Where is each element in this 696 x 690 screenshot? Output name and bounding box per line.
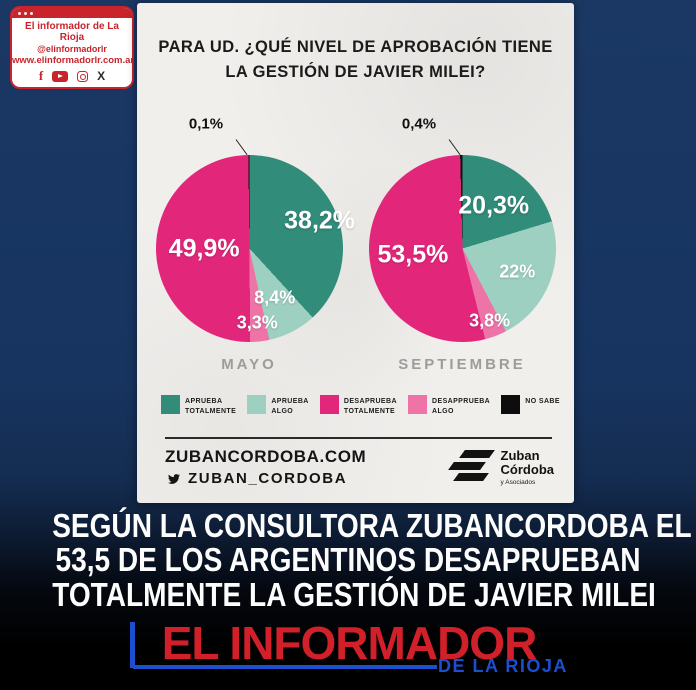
logo-text-line2: Córdoba xyxy=(500,462,554,478)
logo-bar xyxy=(452,473,489,482)
headline: SEGÚN LA CONSULTORA ZUBANCORDOBA EL 53,5… xyxy=(0,507,696,613)
pie-block-septiembre: 20,3% 22% 53,5% 3,8% 0,4% SEPTIEMBRE xyxy=(368,116,556,373)
chart-title: PARA UD. ¿QUÉ NIVEL DE APROBACIÓN TIENE … xyxy=(137,35,574,85)
legend-item: DESAPPRUEBA ALGO xyxy=(408,395,490,417)
brand-left-bar xyxy=(130,622,135,668)
logo-text-line1: Zuban xyxy=(500,448,540,463)
pie-value-label: 38,2% xyxy=(284,206,356,235)
pie-value-label: 49,9% xyxy=(168,234,240,263)
pie-value-label: 3,8% xyxy=(469,310,511,331)
poll-chart-card: PARA UD. ¿QUÉ NIVEL DE APROBACIÓN TIENE … xyxy=(137,3,574,503)
pie-chart-septiembre: 20,3% 22% 53,5% 3,8% 0,4% xyxy=(368,116,556,342)
dot-icon xyxy=(24,11,27,15)
pie-chart-mayo: 38,2% 8,4% 49,9% 3,3% 0,1% xyxy=(155,116,355,342)
legend-label: NO SABE xyxy=(525,398,560,405)
headline-line2: 53,5 DE LOS ARGENTINOS DESAPRUEBAN xyxy=(55,541,641,579)
chart-source-footer: ZUBANCORDOBA.COM ZUBAN_CORDOBA Zuban Cór… xyxy=(165,447,554,487)
zuban-logo-bars-icon xyxy=(447,450,495,485)
legend-label: APRUEBA TOTALMENTE xyxy=(185,398,237,416)
legend-item: NO SABE xyxy=(501,395,560,414)
source-links: ZUBANCORDOBA.COM ZUBAN_CORDOBA xyxy=(165,447,366,487)
pie-value-label-no-sabe: 0,1% xyxy=(188,115,224,133)
instagram-icon xyxy=(77,70,89,82)
legend-item: APRUEBA ALGO xyxy=(247,395,308,417)
legend-swatch xyxy=(161,395,180,414)
legend-label: DESAPRUEBA TOTALMENTE xyxy=(343,398,397,416)
chart-legend: APRUEBA TOTALMENTE APRUEBA ALGO DESAPRUEBA TO… xyxy=(161,395,560,417)
pie-month-label: MAYO xyxy=(221,356,277,373)
footer-divider xyxy=(165,437,552,439)
legend-swatch xyxy=(501,395,521,414)
zuban-cordoba-logo: Zuban Córdoba y Asociados xyxy=(447,448,554,486)
chart-title-line1: PARA UD. ¿QUÉ NIVEL DE APROBACIÓN TIENE xyxy=(158,38,553,56)
facebook-icon: f xyxy=(38,68,44,83)
headline-line3: TOTALMENTE LA GESTIÓN DE JAVIER MILEI xyxy=(52,575,656,613)
legend-label: APRUEBA ALGO xyxy=(271,398,309,416)
pie-value-label-no-sabe: 0,4% xyxy=(401,115,437,133)
x-twitter-icon: X xyxy=(97,69,106,83)
pie-value-label: 8,4% xyxy=(254,287,296,308)
source-twitter-handle: ZUBAN_CORDOBA xyxy=(188,470,348,487)
headline-line1: SEGÚN LA CONSULTORA ZUBANCORDOBA EL xyxy=(52,507,692,544)
source-twitter: ZUBAN_CORDOBA xyxy=(165,470,366,487)
publisher-name: El informador de La Rioja xyxy=(25,21,119,43)
dot-icon xyxy=(30,11,33,15)
legend-item: APRUEBA TOTALMENTE xyxy=(161,395,236,417)
dot-icon xyxy=(18,11,21,15)
chart-title-line2: LA GESTIÓN DE JAVIER MILEI? xyxy=(225,62,486,81)
pie-value-label: 3,3% xyxy=(236,312,278,333)
pie-value-label: 20,3% xyxy=(458,191,530,220)
callout-line xyxy=(448,139,461,156)
brand-subtitle: DE LA RIOJA xyxy=(438,656,568,676)
twitter-bird-icon xyxy=(168,473,180,484)
pie-month-label: SEPTIEMBRE xyxy=(398,356,526,373)
social-icons-row: f X xyxy=(12,68,132,83)
brand-footer: EL INFORMADOR DE LA RIOJA xyxy=(0,610,696,690)
brand-underline-bar xyxy=(133,665,437,669)
legend-swatch xyxy=(408,395,428,414)
logo-text-sub: y Asociados xyxy=(500,478,536,486)
publisher-badge: El informador de La Rioja @elinformadorl… xyxy=(10,6,134,89)
publisher-handle: @elinformadorlr xyxy=(37,44,107,54)
badge-titlebar xyxy=(12,8,132,18)
pie-charts-row: 38,2% 8,4% 49,9% 3,3% 0,1% MAYO 20,3% 22% 53,5… xyxy=(137,116,574,373)
source-website: ZUBANCORDOBA.COM xyxy=(165,447,367,466)
publisher-website: www.elinformadorlr.com.ar xyxy=(12,55,134,66)
logo-bar xyxy=(458,450,495,459)
callout-line xyxy=(235,139,248,156)
pie-value-label: 53,5% xyxy=(377,240,449,269)
logo-bar xyxy=(447,461,486,470)
legend-swatch xyxy=(247,395,267,414)
youtube-icon xyxy=(52,70,69,82)
pie-block-mayo: 38,2% 8,4% 49,9% 3,3% 0,1% MAYO xyxy=(155,116,355,373)
legend-item: DESAPRUEBA TOTALMENTE xyxy=(319,395,397,417)
legend-label: DESAPPRUEBA ALGO xyxy=(432,398,491,416)
zuban-logo-text: Zuban Córdoba y Asociados xyxy=(500,448,554,486)
pie-value-label: 22% xyxy=(499,261,536,282)
legend-swatch xyxy=(319,395,339,414)
brand-title: EL INFORMADOR xyxy=(161,617,538,669)
